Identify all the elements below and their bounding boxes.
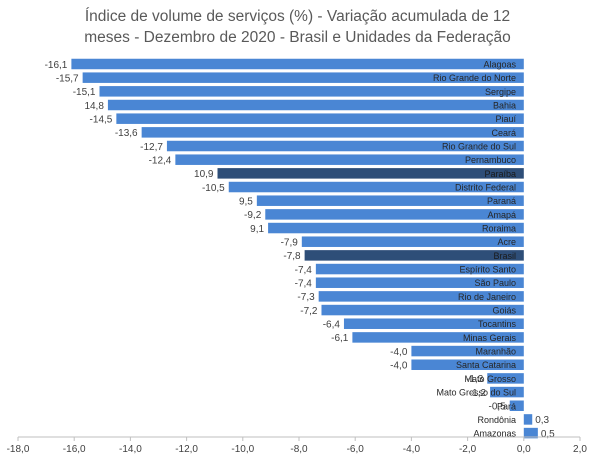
value-label: 0,3 xyxy=(535,415,549,426)
category-label: Amapá xyxy=(487,210,516,220)
bar xyxy=(265,209,524,220)
category-label: Rio Grande do Norte xyxy=(433,73,516,83)
x-tick-label: -4,0 xyxy=(403,444,421,455)
bar xyxy=(166,140,524,152)
bar xyxy=(217,168,524,179)
category-label: Alagoas xyxy=(483,60,516,70)
category-label: Paraíba xyxy=(484,169,516,179)
value-label: -1,3 xyxy=(466,374,484,385)
value-label: 14,8 xyxy=(84,101,104,112)
bar xyxy=(301,236,524,247)
category-label: Pará xyxy=(497,401,516,411)
value-label: 10,9 xyxy=(194,169,214,180)
value-label: -12,4 xyxy=(149,155,172,166)
category-label: Rondônia xyxy=(477,415,516,425)
bar xyxy=(268,222,524,234)
category-label: Acre xyxy=(497,237,516,247)
category-label: Distrito Federal xyxy=(455,183,516,193)
category-label: Espírito Santo xyxy=(459,265,516,275)
value-label: 0,5 xyxy=(541,429,555,440)
bar xyxy=(256,195,524,206)
bar xyxy=(315,263,524,275)
value-label: -7,4 xyxy=(295,265,313,276)
value-label: -4,0 xyxy=(390,347,408,358)
x-tick-label: -16,0 xyxy=(63,444,86,455)
x-tick-label: -8,0 xyxy=(290,444,308,455)
bar xyxy=(411,359,524,370)
category-label: Santa Catarina xyxy=(456,360,516,370)
bar xyxy=(99,86,524,97)
category-label: Amazonas xyxy=(473,429,516,439)
value-label: -16,1 xyxy=(45,60,68,71)
x-tick-label: 2,0 xyxy=(573,444,587,455)
category-label: Sergipe xyxy=(485,87,516,97)
category-label: Maranhão xyxy=(475,347,516,357)
category-label: Roraima xyxy=(482,224,516,234)
value-label: -1,2 xyxy=(469,388,487,399)
value-label: -7,8 xyxy=(283,251,301,262)
value-label: -6,1 xyxy=(331,333,349,344)
category-label: Mato Grosso xyxy=(464,374,516,384)
bar xyxy=(509,400,524,411)
value-label: -7,9 xyxy=(281,238,299,249)
bar xyxy=(523,427,538,439)
value-label: -7,4 xyxy=(295,279,313,290)
bar xyxy=(116,113,524,124)
category-label: Goiás xyxy=(492,306,516,316)
x-tick-label: -12,0 xyxy=(175,444,198,455)
bar xyxy=(228,181,524,193)
bar xyxy=(490,386,524,398)
value-label: -4,0 xyxy=(390,361,408,372)
category-label: Pernambuco xyxy=(465,155,516,165)
value-label: -7,2 xyxy=(300,306,318,317)
bar xyxy=(315,277,524,288)
category-label: Rio de Janeiro xyxy=(458,292,516,302)
value-label: -7,3 xyxy=(297,292,315,303)
value-label: -13,6 xyxy=(115,128,138,139)
x-tick-label: -6,0 xyxy=(347,444,365,455)
category-label: Brasil xyxy=(493,251,516,261)
category-label: São Paulo xyxy=(474,278,516,288)
category-label: Tocantins xyxy=(478,319,517,329)
value-label: -15,7 xyxy=(56,73,79,84)
bar xyxy=(107,99,524,111)
category-label: Rio Grande do Sul xyxy=(442,142,516,152)
chart-title-line-2: meses - Dezembro de 2020 - Brasil e Unid… xyxy=(84,29,511,46)
value-label: -6,4 xyxy=(323,320,341,331)
value-label: -10,5 xyxy=(202,183,225,194)
bar xyxy=(82,72,524,83)
bar xyxy=(352,332,524,343)
x-tick-label: -14,0 xyxy=(119,444,142,455)
value-label: 9,5 xyxy=(239,197,253,208)
category-label: Bahia xyxy=(493,101,516,111)
value-label: -14,5 xyxy=(90,114,113,125)
bar xyxy=(318,291,524,302)
value-label: -12,7 xyxy=(140,142,163,153)
value-label: -15,1 xyxy=(73,87,96,98)
x-tick-label: -2,0 xyxy=(459,444,477,455)
chart-title-line-1: Índice de volume de serviços (%) - Varia… xyxy=(84,8,511,25)
bar xyxy=(71,58,524,70)
bar xyxy=(523,414,533,425)
x-tick-label: 0,0 xyxy=(517,444,531,455)
x-tick-label: -10,0 xyxy=(231,444,254,455)
bar xyxy=(175,154,524,165)
bar xyxy=(141,127,524,138)
bar xyxy=(343,318,524,329)
category-label: Mato Grosso do Sul xyxy=(436,388,516,398)
value-label: -0,5 xyxy=(489,402,507,413)
category-label: Paraná xyxy=(487,196,516,206)
bar xyxy=(321,304,524,316)
bar xyxy=(304,250,524,261)
bar xyxy=(411,345,524,357)
bar xyxy=(487,373,524,384)
category-label: Piauí xyxy=(495,114,516,124)
value-label: 9,1 xyxy=(250,224,264,235)
category-label: Minas Gerais xyxy=(463,333,517,343)
category-label: Ceará xyxy=(491,128,516,138)
chart-title: Índice de volume de serviços (%) - Varia… xyxy=(0,6,595,48)
x-tick-label: -18,0 xyxy=(7,444,30,455)
value-label: -9,2 xyxy=(244,210,262,221)
